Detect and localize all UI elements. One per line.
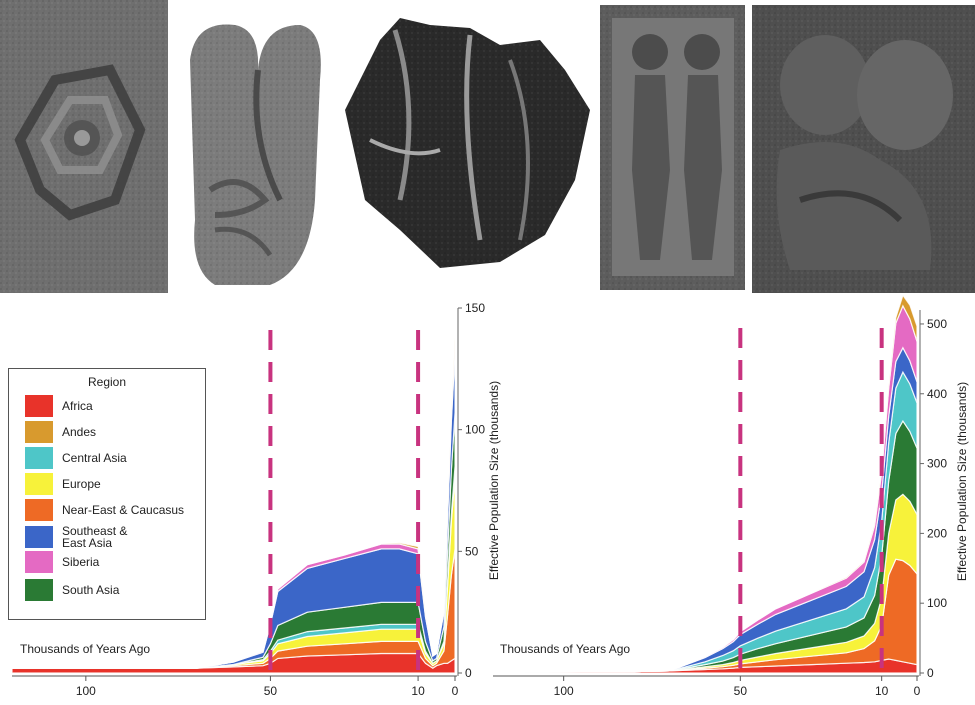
y-tick-label: 200 bbox=[927, 526, 947, 540]
x-tick-label: 0 bbox=[452, 684, 459, 698]
legend: Region Africa Andes Central Asia Europe … bbox=[8, 368, 206, 620]
legend-swatch bbox=[25, 579, 53, 601]
legend-label: Andes bbox=[62, 425, 97, 439]
legend-label: Europe bbox=[62, 477, 101, 491]
y-axis-label: Effective Population Size (thousands) bbox=[487, 381, 501, 580]
legend-label: Africa bbox=[62, 399, 93, 413]
legend-item-southeast-asia: Southeast & East Asia bbox=[25, 525, 127, 549]
y-tick-label: 400 bbox=[927, 387, 947, 401]
x-tick-label: 50 bbox=[734, 684, 748, 698]
legend-swatch bbox=[25, 473, 53, 495]
x-tick-label: 10 bbox=[875, 684, 889, 698]
photo-strip bbox=[0, 0, 975, 295]
x-axis-label: Thousands of Years Ago bbox=[20, 642, 150, 656]
area-series-7 bbox=[492, 293, 918, 673]
legend-item-africa: Africa bbox=[25, 395, 93, 417]
y-tick-label: 300 bbox=[927, 457, 947, 471]
charts-area: 100 50 10 0 Thousands of Years Ago 0 50 100 150 E… bbox=[0, 293, 975, 700]
legend-swatch bbox=[25, 526, 53, 548]
area-series-3 bbox=[492, 419, 918, 673]
legend-swatch bbox=[25, 551, 53, 573]
legend-item-central-asia: Central Asia bbox=[25, 447, 127, 469]
legend-label: Siberia bbox=[62, 555, 100, 569]
photo-carved-spiral bbox=[0, 0, 168, 293]
x-tick-label: 100 bbox=[76, 684, 96, 698]
y-tick-label: 0 bbox=[927, 666, 934, 680]
y-tick-label: 100 bbox=[465, 423, 485, 437]
legend-swatch bbox=[25, 421, 53, 443]
legend-label: Southeast & East Asia bbox=[62, 524, 128, 550]
photo-relief-plaque bbox=[600, 0, 750, 293]
x-tick-label: 100 bbox=[554, 684, 574, 698]
legend-swatch bbox=[25, 395, 53, 417]
x-axis-label: Thousands of Years Ago bbox=[500, 642, 630, 656]
photo-dark-carved-figures bbox=[336, 0, 598, 293]
legend-item-south-asia: South Asia bbox=[25, 579, 119, 601]
y-tick-label: 150 bbox=[465, 301, 485, 315]
y-tick-label: 500 bbox=[927, 317, 947, 331]
legend-label: Near-East & Caucasus bbox=[62, 503, 185, 517]
y-tick-label: 50 bbox=[465, 544, 479, 558]
legend-title: Region bbox=[87, 375, 127, 389]
legend-item-europe: Europe bbox=[25, 473, 101, 495]
legend-swatch bbox=[25, 499, 53, 521]
x-tick-label: 10 bbox=[411, 684, 425, 698]
x-tick-label: 0 bbox=[914, 684, 921, 698]
y-axis-label: Effective Population Size (thousands) bbox=[955, 382, 969, 581]
y-tick-label: 100 bbox=[927, 596, 947, 610]
x-tick-label: 50 bbox=[264, 684, 278, 698]
legend-item-siberia: Siberia bbox=[25, 551, 99, 573]
area-series-7 bbox=[12, 337, 456, 669]
legend-item-near-east: Near-East & Caucasus bbox=[25, 499, 184, 521]
photo-stone-figurine bbox=[170, 0, 334, 293]
legend-label: South Asia bbox=[62, 583, 120, 597]
legend-label: Central Asia bbox=[62, 451, 127, 465]
photo-carved-relief bbox=[752, 5, 975, 293]
y-tick-label: 0 bbox=[465, 666, 472, 680]
legend-swatch bbox=[25, 447, 53, 469]
legend-item-andes: Andes bbox=[25, 421, 96, 443]
